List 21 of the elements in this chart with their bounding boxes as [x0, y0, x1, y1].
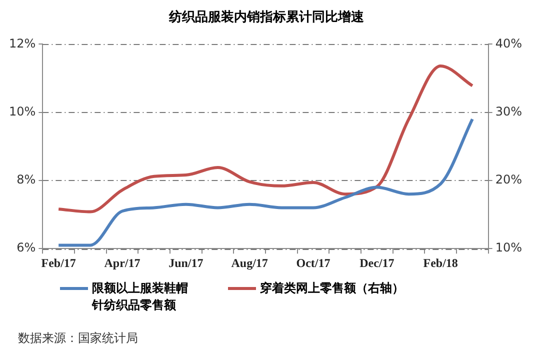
chart-title: 纺织品服装内销指标累计同比增速: [168, 8, 365, 26]
x-tick-label: Jun/17: [168, 256, 204, 270]
y-tick-label: 6%: [16, 240, 36, 255]
y-tick-label: 10%: [9, 104, 36, 118]
source-note: 数据来源：国家统计局: [18, 330, 138, 347]
x-tick-label: Feb/17: [41, 256, 76, 270]
line-series: [57, 118, 474, 247]
x-tick-label: Apr/17: [104, 256, 140, 270]
x-tick-label: Feb/18: [423, 256, 458, 270]
y2-tick-label: 30%: [495, 104, 522, 118]
x-tick-label: Oct/17: [296, 256, 330, 270]
y2-tick-label: 10%: [495, 240, 522, 255]
y-tick-label: 12%: [9, 36, 36, 50]
x-tick-label: Dec/17: [360, 256, 394, 270]
y2-tick-label: 20%: [495, 172, 522, 187]
y-tick-label: 8%: [16, 172, 36, 187]
line-series: [57, 64, 474, 214]
legend-label: 限额以上服装鞋帽针纺织品零售额: [92, 280, 188, 314]
y2-tick-label: 40%: [495, 36, 522, 50]
legend-label: 穿着类网上零售额（右轴）: [260, 280, 404, 297]
x-tick-label: Aug/17: [231, 256, 268, 270]
